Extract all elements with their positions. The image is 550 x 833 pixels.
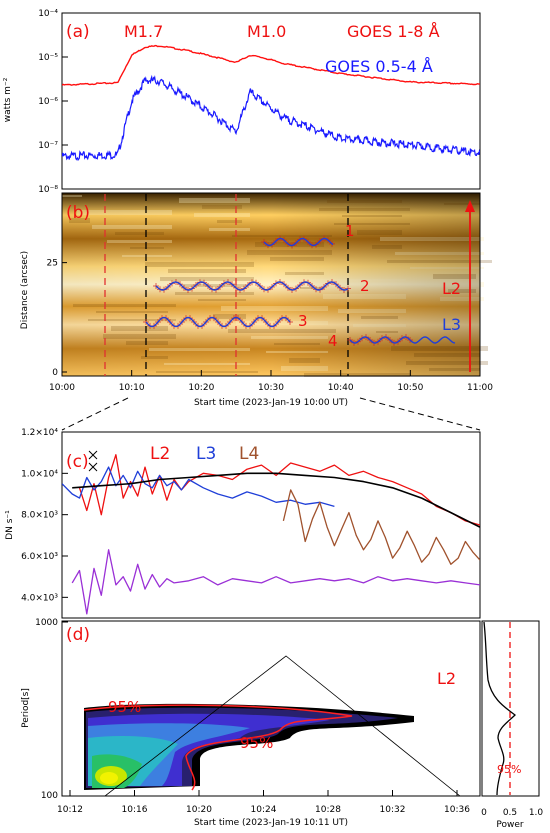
series-detrended	[71, 549, 480, 615]
oscillation-tracks	[143, 235, 456, 346]
global-xlabel: Power	[496, 820, 524, 830]
panel-d-tag: (d)	[66, 625, 90, 645]
wavelet-spectrum	[83, 655, 461, 796]
panel-d-x-tick-4: 10:28	[315, 805, 341, 815]
series-l3	[62, 466, 335, 508]
sig-95-label-1: 95%	[108, 698, 141, 716]
panel-b-ylabel: Distance (arcsec)	[20, 251, 30, 329]
legend-l2: L2	[150, 444, 170, 464]
panel-a-y-tick-2: 10⁻⁶	[38, 97, 58, 107]
panel-d-x-tick-0: 10:12	[57, 805, 83, 815]
panel-d-l2-label: L2	[437, 669, 456, 688]
panel-d-xlabel: Start time (2023-Jan-19 10:11 UT)	[194, 818, 348, 828]
goes-1-8-line	[62, 44, 480, 86]
panel-d: 10:12 10:16 10:20 10:24 10:28 10:32 10:36 100 10…	[21, 618, 481, 828]
panel-b-x-tick-6: 11:00	[467, 383, 493, 393]
panel-a: 10⁻⁸10⁻⁷10⁻⁶10⁻⁵10⁻⁴ watts m⁻² (a) M1.7 …	[3, 9, 481, 195]
panel-d-frame	[61, 620, 481, 797]
flare-m17-label: M1.7	[124, 22, 163, 41]
panel-a-y-tick-0: 10⁻⁸	[38, 185, 58, 195]
series-mean	[72, 472, 480, 528]
track-label-3: 3	[298, 312, 308, 330]
panel-b-y-tick-0: 0	[52, 368, 58, 378]
panel-b-x-tick-3: 10:30	[258, 383, 284, 393]
panel-c-tag: (c)	[66, 452, 89, 472]
legend-goes-1-8: GOES 1-8 Å	[347, 22, 440, 41]
goes-0-5-4-line	[62, 74, 480, 162]
panel-c-y-tick-0: 4.0×10³	[21, 593, 58, 603]
track-label-2: 2	[360, 277, 370, 295]
zoom-connector-left	[61, 397, 129, 431]
panel-c: 4.0×10³ 6.0×10³ 8.0×10³ 1.0×10⁴ 1.2×10⁴ DN s…	[5, 428, 481, 619]
series-l2	[78, 454, 480, 526]
panel-b-x-tick-2: 10:20	[188, 383, 214, 393]
peak-markers	[88, 450, 98, 472]
panel-c-frame	[61, 431, 481, 619]
legend-l3: L3	[196, 444, 216, 464]
legend-l4: L4	[239, 444, 259, 464]
global-x-tick-1: 0.5	[503, 808, 517, 818]
global-x-tick-0: 0	[481, 808, 487, 818]
l2-label: L2	[442, 279, 461, 298]
panel-b-y-tick-1: 25	[47, 259, 58, 269]
panel-d-x-tick-1: 10:16	[122, 805, 148, 815]
panel-d-x-tick-5: 10:32	[380, 805, 406, 815]
panel-b: 1 2 3 4 L2 L3 (b) 10:00 10:10 10:20 10:30 10…	[20, 192, 494, 408]
panel-b-x-tick-0: 10:00	[49, 383, 75, 393]
panel-a-y-tick-4: 10⁻⁴	[38, 9, 58, 19]
panel-c-y-tick-4: 1.2×10⁴	[21, 428, 58, 438]
global-x-tick-2: 1.0	[529, 808, 544, 818]
panel-b-x-tick-4: 10:40	[328, 383, 354, 393]
track-label-4: 4	[328, 332, 338, 350]
panel-d-ticks: 10:12 10:16 10:20 10:24 10:28 10:32 10:36 100 10…	[35, 618, 470, 815]
global-wavelet-panel: 95% 0 0.5 1.0 Power	[481, 620, 544, 830]
global-wavelet-curve	[483, 621, 516, 796]
panel-b-x-tick-5: 10:50	[397, 383, 423, 393]
panel-d-x-tick-3: 10:24	[251, 805, 277, 815]
panel-d-y-tick-1: 1000	[35, 618, 58, 628]
panel-d-y-tick-0: 100	[41, 791, 58, 801]
panel-c-lines	[62, 454, 480, 615]
panel-a-tag: (a)	[66, 22, 90, 42]
panel-c-y-tick-1: 6.0×10³	[21, 552, 58, 562]
sig-95-label-2: 95%	[240, 734, 273, 752]
flare-m10-label: M1.0	[247, 22, 286, 41]
series-l4	[282, 489, 480, 565]
slit-arrowhead	[465, 200, 475, 212]
legend-goes-0-5-4: GOES 0.5-4 Å	[325, 57, 433, 76]
global-wavelet-frame	[481, 620, 540, 797]
panel-d-x-tick-2: 10:20	[186, 805, 212, 815]
zoom-connector-right	[359, 397, 481, 431]
panel-c-ylabel: DN s⁻¹	[5, 510, 15, 540]
global-95-label: 95%	[497, 763, 521, 776]
panel-a-y-tick-3: 10⁻⁵	[38, 53, 58, 63]
panel-a-ylabel: watts m⁻²	[3, 77, 13, 122]
panel-a-y-tick-1: 10⁻⁷	[38, 141, 58, 151]
l3-label: L3	[442, 315, 461, 334]
panel-b-xlabel: Start time (2023-Jan-19 10:00 UT)	[194, 398, 348, 408]
panel-b-tag: (b)	[66, 203, 90, 223]
panel-d-x-tick-6: 10:36	[444, 805, 470, 815]
panel-c-y-tick-3: 1.0×10⁴	[21, 469, 58, 479]
panel-c-y-tick-2: 8.0×10³	[21, 511, 58, 521]
panel-d-ylabel: Period[s]	[21, 688, 31, 728]
panel-b-ticks: 10:00 10:10 10:20 10:30 10:40 10:50 11:00 0 25	[47, 259, 494, 393]
panel-a-y-ticks: 10⁻⁸ 10⁻⁷ 10⁻⁶ 10⁻⁵ 10⁻⁴	[38, 9, 68, 195]
panel-c-ticks: 4.0×10³ 6.0×10³ 8.0×10³ 1.0×10⁴ 1.2×10⁴	[21, 428, 68, 603]
track-label-1: 1	[345, 222, 355, 240]
panel-b-x-tick-1: 10:10	[119, 383, 145, 393]
